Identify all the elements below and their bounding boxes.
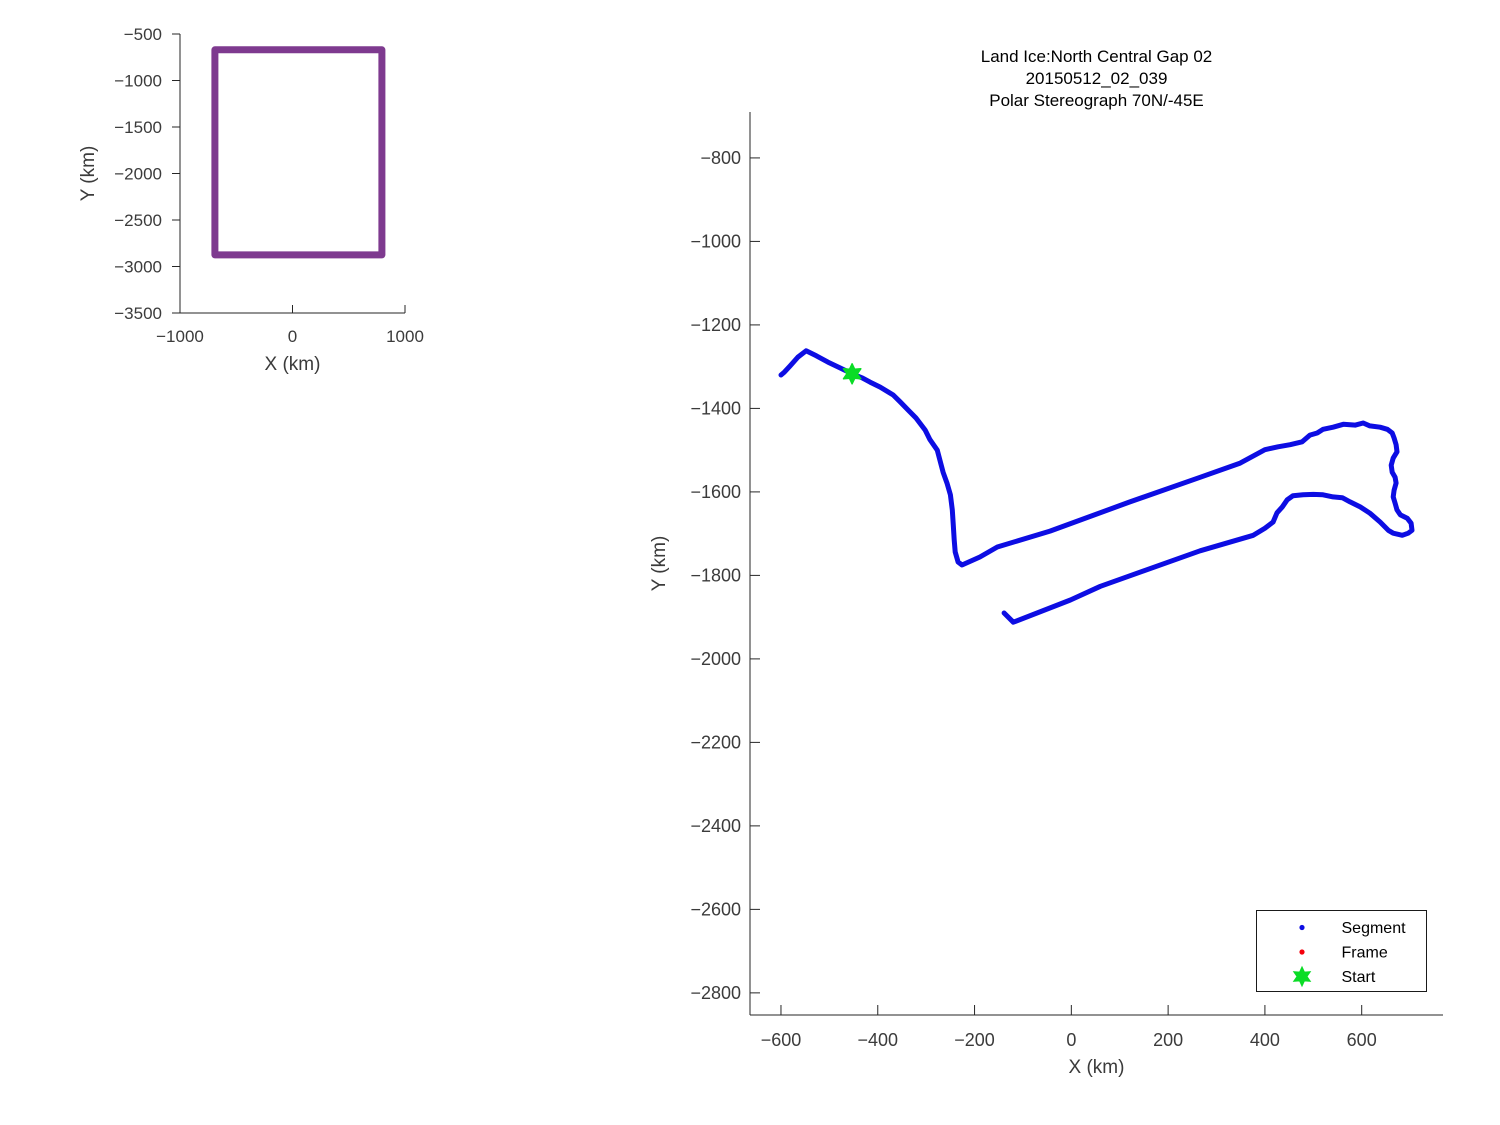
- y-tick-label: −3500: [114, 304, 162, 323]
- legend-entry-start: Start: [1292, 965, 1376, 988]
- plot-title-line-2: 20150512_02_039: [1026, 69, 1168, 88]
- y-tick-label: −1500: [114, 118, 162, 137]
- segment-dot-marker-icon: [1299, 924, 1305, 931]
- x-tick-label: −400: [857, 1030, 898, 1050]
- legend-label: Segment: [1342, 920, 1407, 937]
- trajectory-plot: −600 −400 −200 0 200 400 600−800−1000−1200−140…: [649, 47, 1443, 1078]
- x-tick-label: 400: [1250, 1030, 1280, 1050]
- x-axis-label: X (km): [265, 354, 321, 375]
- y-tick-label: −2000: [690, 649, 741, 669]
- y-tick-label: −2200: [690, 732, 741, 752]
- coverage-outline: [211, 46, 386, 259]
- y-tick-label: −500: [124, 25, 162, 44]
- y-axis-label: Y (km): [649, 536, 670, 592]
- y-tick-label: −1000: [114, 72, 162, 91]
- plot-title-line-1: Land Ice:North Central Gap 02: [981, 47, 1213, 66]
- y-tick-label: −2600: [690, 899, 741, 919]
- y-tick-label: −3000: [114, 258, 162, 277]
- x-tick-label: 200: [1153, 1030, 1183, 1050]
- legend-box: [1256, 910, 1427, 992]
- x-tick-label: 0: [288, 327, 297, 346]
- y-tick-label: −1800: [690, 565, 741, 585]
- legend-label: Frame: [1342, 945, 1388, 962]
- x-tick-label: −600: [761, 1030, 802, 1050]
- y-tick-label: −2500: [114, 211, 162, 230]
- plot-title-line-3: Polar Stereograph 70N/-45E: [989, 91, 1204, 110]
- y-tick-label: −2000: [114, 165, 162, 184]
- x-axis-label: X (km): [1069, 1057, 1125, 1078]
- y-tick-label: −1400: [690, 398, 741, 418]
- x-tick-label: 0: [1066, 1030, 1076, 1050]
- x-tick-label: −1000: [156, 327, 204, 346]
- y-tick-label: −2800: [690, 983, 741, 1003]
- legend-entry-segment: Segment: [1299, 920, 1406, 937]
- x-tick-label: 1000: [386, 327, 424, 346]
- y-tick-label: −1000: [690, 231, 741, 251]
- legend-entry-frame: Frame: [1299, 945, 1388, 962]
- y-tick-label: −800: [700, 148, 741, 168]
- y-tick-label: −1600: [690, 482, 741, 502]
- y-axis-label: Y (km): [78, 146, 99, 202]
- y-tick-label: −2400: [690, 816, 741, 836]
- legend: Segment Frame Start: [1256, 910, 1427, 992]
- start-hexagram-marker-icon: [1292, 965, 1312, 988]
- legend-label: Start: [1342, 969, 1376, 986]
- x-tick-label: 600: [1347, 1030, 1377, 1050]
- start-marker: [842, 363, 862, 385]
- y-tick-label: −1200: [690, 315, 741, 335]
- frame-dot-marker-icon: [1299, 949, 1305, 955]
- x-tick-label: −200: [954, 1030, 995, 1050]
- segment-track: [778, 348, 1415, 625]
- overview-map: −1000 0 1000 −500 −1000 −1500 −2000 −2500 −3000 −…: [78, 25, 424, 375]
